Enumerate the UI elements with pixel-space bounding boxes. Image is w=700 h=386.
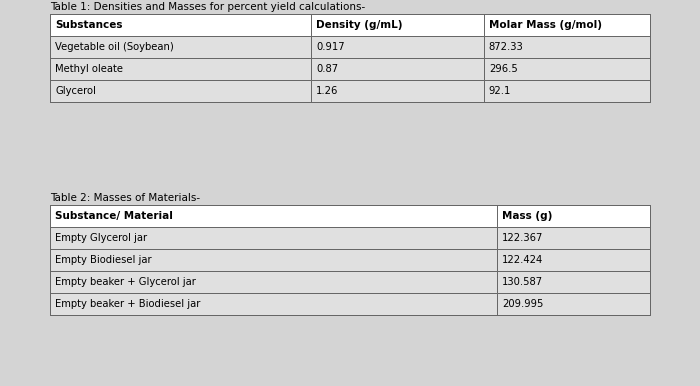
Bar [484, 80, 650, 102]
Text: Empty beaker + Glycerol jar: Empty beaker + Glycerol jar [55, 277, 196, 287]
Bar [497, 271, 650, 293]
Bar [497, 249, 650, 271]
Text: 1.26: 1.26 [316, 86, 338, 96]
Text: 122.367: 122.367 [502, 233, 543, 243]
Text: 872.33: 872.33 [489, 42, 524, 52]
Bar [497, 227, 650, 249]
Bar [50, 14, 650, 102]
Text: Empty beaker + Biodiesel jar: Empty beaker + Biodiesel jar [55, 299, 200, 309]
Text: Mass (g): Mass (g) [502, 211, 552, 221]
Text: 122.424: 122.424 [502, 255, 543, 265]
Text: Vegetable oil (Soybean): Vegetable oil (Soybean) [55, 42, 174, 52]
Bar [50, 58, 311, 80]
Text: Molar Mass (g/mol): Molar Mass (g/mol) [489, 20, 602, 30]
Bar [50, 271, 497, 293]
Text: Table 1: Densities and Masses for percent yield calculations-: Table 1: Densities and Masses for percen… [50, 2, 365, 12]
Bar [50, 205, 497, 227]
Text: Substances: Substances [55, 20, 122, 30]
Text: 0.917: 0.917 [316, 42, 344, 52]
Text: 0.87: 0.87 [316, 64, 338, 74]
Text: Empty Biodiesel jar: Empty Biodiesel jar [55, 255, 152, 265]
Text: Substance/ Material: Substance/ Material [55, 211, 173, 221]
Text: 296.5: 296.5 [489, 64, 517, 74]
Text: Empty Glycerol jar: Empty Glycerol jar [55, 233, 147, 243]
Bar [50, 205, 650, 315]
Text: 209.995: 209.995 [502, 299, 543, 309]
Text: 92.1: 92.1 [489, 86, 511, 96]
Bar [50, 14, 311, 36]
Bar [497, 293, 650, 315]
Text: Table 2: Masses of Materials-: Table 2: Masses of Materials- [50, 193, 200, 203]
Bar [484, 58, 650, 80]
Text: Methyl oleate: Methyl oleate [55, 64, 123, 74]
Bar [50, 293, 497, 315]
Bar [497, 205, 650, 227]
Bar [50, 36, 311, 58]
Bar [484, 14, 650, 36]
Text: Glycerol: Glycerol [55, 86, 96, 96]
Bar [311, 58, 484, 80]
Bar [311, 36, 484, 58]
Bar [50, 80, 311, 102]
Bar [311, 80, 484, 102]
Text: 130.587: 130.587 [502, 277, 543, 287]
Bar [50, 249, 497, 271]
Text: Density (g/mL): Density (g/mL) [316, 20, 402, 30]
Bar [484, 36, 650, 58]
Bar [311, 14, 484, 36]
Bar [50, 227, 497, 249]
